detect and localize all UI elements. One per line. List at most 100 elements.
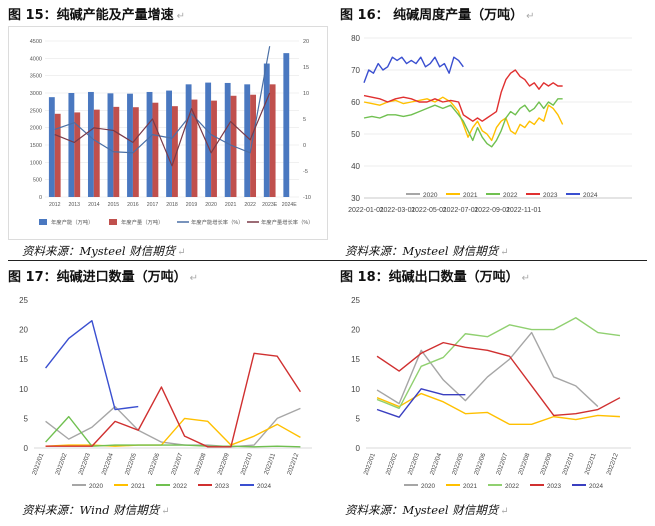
fig15-bar-capacity: [283, 53, 290, 197]
return-arrow-icon: ↵: [521, 273, 531, 284]
fig17-xtick-label: 2022/12: [286, 452, 301, 476]
fig17-xtick-label: 2022/09: [216, 452, 231, 476]
fig18-line-2020: [376, 331, 599, 408]
fig18-xtick-label: 2022/10: [561, 452, 576, 476]
fig18-ytick-label: 5: [356, 414, 361, 423]
fig18-source: 资料来源：Mysteel 财信期货 ↵: [345, 503, 509, 517]
fig16-xtick-label: 2022-03-01: [380, 207, 416, 214]
fig17-chart: 0 5 10 15 20 25 2022/01 2022/02 2022/03 2022/04 20…: [19, 296, 312, 490]
fig17-legend-label-3: 2023: [215, 483, 230, 490]
fig18-legend-label-3: 2023: [547, 483, 562, 490]
return-arrow-icon: ↵: [526, 11, 535, 22]
fig15-xtick-label: 2017: [147, 202, 159, 208]
fig16-ytick-label: 70: [351, 66, 360, 75]
return-arrow-icon: ↵: [500, 506, 509, 517]
fig17-xtick-label: 2022/10: [240, 452, 255, 476]
return-arrow-icon: ↵: [500, 247, 509, 258]
fig15-xtick-label: 2022: [244, 202, 256, 208]
fig16-line-2023: [363, 69, 563, 122]
fig15-bar-capacity: [205, 82, 212, 197]
fig17-ytick-label: 5: [24, 414, 29, 423]
fig15-y2tick-label: 20: [303, 39, 309, 45]
fig15-y2tick-label: -5: [303, 169, 308, 175]
fig15-legend-swatch: [109, 219, 117, 225]
fig15-y2tick-label: 10: [303, 91, 309, 97]
fig16-xtick-label: 2022-07-01: [443, 207, 479, 214]
fig16-xtick-label: 2022-11-01: [506, 207, 541, 214]
fig17-legend-label-2: 2022: [173, 483, 188, 490]
fig15-xtick-label: 2021: [225, 202, 237, 208]
fig17-ytick-label: 20: [19, 326, 28, 335]
fig15-legend-label: 年度产量增长率（%）: [261, 218, 313, 226]
fig15-xtick-label: 2023E: [262, 202, 278, 208]
fig16-ytick-label: 40: [351, 162, 360, 171]
fig16-ytick-label: 50: [351, 130, 360, 139]
fig15-xtick-label: 2015: [108, 202, 120, 208]
fig16-chart-frame: 30 40 50 60 70 80 2022-01-01 2022-03-01 2022-05-…: [340, 26, 645, 238]
fig18-ytick-label: 0: [356, 444, 361, 453]
fig15-y2tick-label: -10: [303, 195, 311, 201]
fig15-bar-output: [132, 107, 139, 197]
fig16-line-2024: [363, 56, 464, 84]
fig15-xtick-label: 2020: [205, 202, 217, 208]
fig15-y2tick-label: 0: [303, 143, 306, 149]
fig15-bar-capacity: [127, 93, 133, 197]
fig16-legend-label-0: 2020: [423, 192, 438, 199]
return-arrow-icon: ↵: [189, 273, 199, 284]
fig15-bar-output: [74, 112, 81, 197]
fig18-xtick-label: 2022/03: [407, 452, 422, 476]
fig15-ytick-label: 4500: [30, 39, 42, 45]
fig17-xtick-label: 2022/03: [77, 452, 92, 476]
fig18-xtick-label: 2022/06: [473, 452, 488, 476]
fig17-xtick-label: 2022/07: [170, 452, 185, 476]
fig16-xtick-label: 2022-01-01: [348, 207, 384, 214]
fig15-bar-capacity: [146, 91, 153, 197]
fig15-bar-capacity: [48, 97, 55, 197]
fig15-bar-capacity: [107, 93, 114, 197]
fig16-legend-label-2: 2022: [503, 192, 518, 199]
fig15-bar-output: [54, 113, 61, 197]
fig17-xtick-label: 2022/11: [263, 452, 277, 476]
fig18-xtick-label: 2022/09: [539, 452, 554, 476]
fig18-xtick-label: 2022/12: [605, 452, 620, 476]
fig18-legend-label-4: 2024: [589, 483, 604, 490]
fig18-legend-label-0: 2020: [421, 483, 436, 490]
fig17-line-2024: [45, 320, 139, 411]
fig17-line-2020: [45, 405, 301, 448]
return-arrow-icon: ↵: [176, 11, 186, 22]
fig18-ytick-label: 25: [351, 296, 360, 305]
fig18-ytick-label: 10: [351, 385, 360, 394]
fig15-xtick-label: 2018: [166, 202, 178, 208]
fig15-xtick-label: 2013: [69, 202, 81, 208]
fig15-xtick-label: 2019: [186, 202, 198, 208]
fig17-chart-frame: 0 5 10 15 20 25 2022/01 2022/02 2022/03 2022/04 20…: [8, 288, 326, 495]
fig15-bar-capacity: [185, 84, 192, 197]
fig15-xtick-label: 2012: [49, 202, 61, 208]
fig16-chart: 30 40 50 60 70 80 2022-01-012022-03-012022-05-…: [348, 34, 632, 214]
fig15-bar-capacity: [87, 91, 94, 197]
fig17-ytick-label: 15: [19, 355, 28, 364]
fig15-chart-frame: 0 500 1000 1500 2000 2500 3000 3500 4000 4500 -10 -…: [8, 26, 328, 240]
fig17-ytick-label: 10: [19, 385, 28, 394]
fig15-legend-swatch: [39, 219, 47, 225]
fig15-ytick-label: 0: [39, 195, 42, 201]
fig16-ytick-label: 60: [351, 98, 360, 107]
fig15-ytick-label: 500: [33, 178, 42, 184]
fig17-xtick-label: 2022/08: [193, 452, 208, 476]
fig18-xtick-label: 2022/02: [385, 452, 400, 476]
fig17-ytick-label: 25: [19, 296, 28, 305]
fig17-legend-label-0: 2020: [89, 483, 104, 490]
fig15-legend-label: 年度产量（万吨）: [121, 218, 163, 226]
fig15-bar-capacity: [166, 90, 172, 197]
fig15-legend-label: 年度产能（万吨）: [51, 218, 93, 226]
fig17-legend-label-4: 2024: [257, 483, 272, 490]
fig15-xtick-label: 2024E: [282, 202, 298, 208]
fig17-xtick-label: 2022/04: [101, 452, 116, 476]
fig15-ytick-label: 3500: [30, 74, 42, 80]
fig15-xtick-label: 2014: [88, 202, 100, 208]
fig17-ytick-label: 0: [24, 444, 29, 453]
fig15-bar-capacity: [244, 84, 251, 197]
fig15-bar-output: [93, 109, 100, 197]
fig16-line-2022: [363, 98, 563, 148]
fig15-bar-output: [269, 84, 276, 197]
